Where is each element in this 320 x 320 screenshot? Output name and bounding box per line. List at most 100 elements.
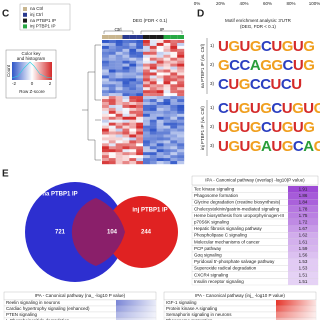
color-key-title: Color key <box>21 51 41 56</box>
heatmap-cell <box>170 107 178 112</box>
heatmap-cell <box>163 125 171 129</box>
motif-letter: U <box>218 119 228 136</box>
heatmap-cell <box>108 143 116 147</box>
table-cell: PCP pathway <box>194 246 222 251</box>
heatmap-cell <box>122 102 130 106</box>
heatmap-cell <box>129 149 137 153</box>
heatmap-cell <box>156 48 164 53</box>
heatmap-cell <box>108 66 116 70</box>
heatmap-cell <box>143 152 151 156</box>
heatmap-cell <box>136 104 144 109</box>
heatmap-cell <box>143 96 151 100</box>
motif-letter: G <box>282 138 293 155</box>
table-value-cell <box>116 318 156 320</box>
heatmap-cell <box>177 102 185 106</box>
heatmap-cell <box>108 54 116 58</box>
heatmap-cell <box>122 158 130 162</box>
heatmap-cell <box>163 143 171 147</box>
heatmap-cell <box>108 84 116 88</box>
motif-letter: G <box>228 138 239 155</box>
heatmap-cell <box>163 81 171 85</box>
motif-letter: U <box>271 119 281 136</box>
heatmap-cell <box>163 140 171 144</box>
heatmap-cell <box>122 87 130 91</box>
heatmap-cell <box>143 113 151 117</box>
axis-tick-label: 0% <box>194 1 201 6</box>
heatmap-cell <box>177 146 185 150</box>
table-cell: Cholecystokinin/gastrin-mediated signali… <box>194 206 280 211</box>
heatmap-cell <box>129 60 137 64</box>
motif-letter: U <box>271 138 281 155</box>
heatmap-cell <box>129 72 137 76</box>
heatmap-cell <box>108 116 116 120</box>
heatmap-cell <box>122 128 130 132</box>
heatmap-cell <box>177 63 185 67</box>
heatmap-cell <box>136 137 144 141</box>
heatmap-cell <box>102 57 110 61</box>
table-header <box>191 175 319 186</box>
table-cell: Hepatic fibrosis signaling pathway <box>194 226 263 231</box>
motif-letter: A <box>261 138 272 155</box>
heatmap-cell <box>143 146 151 150</box>
heatmap-cell <box>177 125 185 129</box>
heatmap-cell <box>115 113 123 117</box>
heatmap-cell <box>136 149 144 153</box>
venn-overlap-fill <box>71 198 125 266</box>
motif-number: 3) <box>210 81 215 86</box>
heatmap-cell <box>149 63 157 67</box>
motif-letter: C <box>218 76 229 93</box>
table-cell: Pyridoxal 5'-phosphate salvage pathway <box>194 259 275 264</box>
column-annotation <box>129 35 137 39</box>
heatmap-cell <box>163 99 171 103</box>
heatmap-cell <box>136 87 144 91</box>
heatmap-cell <box>149 99 157 103</box>
heatmap-cell <box>149 143 157 147</box>
heatmap-cell <box>170 116 178 120</box>
heatmap-cell <box>156 42 164 47</box>
heatmap-cell <box>170 63 178 67</box>
heatmap-cell <box>177 134 185 138</box>
heatmap-cell <box>143 110 151 115</box>
heatmap-cell <box>136 60 144 64</box>
heatmap-cell <box>122 72 130 76</box>
heatmap-cell <box>149 140 157 144</box>
heatmap-cell <box>102 125 110 129</box>
heatmap-cell <box>136 81 144 85</box>
heatmap-cell <box>102 87 110 91</box>
motif-letter: U <box>271 76 281 93</box>
heatmap-cell <box>102 128 110 132</box>
motif-letter: U <box>228 76 238 93</box>
heatmap-cell <box>143 137 151 141</box>
heatmap-cell <box>122 143 130 147</box>
heatmap-cell <box>102 152 110 156</box>
heatmap-cell <box>149 40 157 44</box>
heatmap-cell <box>129 87 137 91</box>
heatmap-cell <box>115 128 123 132</box>
legend-label: inj Ctrl <box>30 12 43 17</box>
heatmap-cell <box>163 107 171 112</box>
motif-letter: G <box>239 76 250 93</box>
heatmap-cell <box>108 57 116 61</box>
table-value: 1.84 <box>299 200 308 205</box>
heatmap-cell <box>149 155 157 159</box>
heatmap-cell <box>129 69 137 73</box>
heatmap-cell <box>108 107 116 112</box>
heatmap-cell <box>129 137 137 141</box>
table-value-cell <box>288 265 318 272</box>
table-cell: Insulin receptor signaling <box>194 279 244 284</box>
heatmap-cell <box>129 51 137 55</box>
heatmap-cell <box>136 102 144 106</box>
table-value: 1.53 <box>299 266 308 271</box>
motif-letter: U <box>218 38 228 55</box>
heatmap-cell <box>102 137 110 141</box>
motif-letter: C <box>250 76 261 93</box>
motif-subtitle: (DEG, FDR < 0.1) <box>240 24 276 29</box>
heatmap-cell <box>108 119 116 123</box>
heatmap-cell <box>136 125 144 129</box>
heatmap-cell <box>108 51 116 55</box>
heatmap-cell <box>177 45 185 50</box>
table-value: 1.51 <box>299 279 308 284</box>
heatmap-cell <box>129 57 137 61</box>
heatmap-cell <box>115 96 123 100</box>
heatmap-cell <box>170 75 178 79</box>
